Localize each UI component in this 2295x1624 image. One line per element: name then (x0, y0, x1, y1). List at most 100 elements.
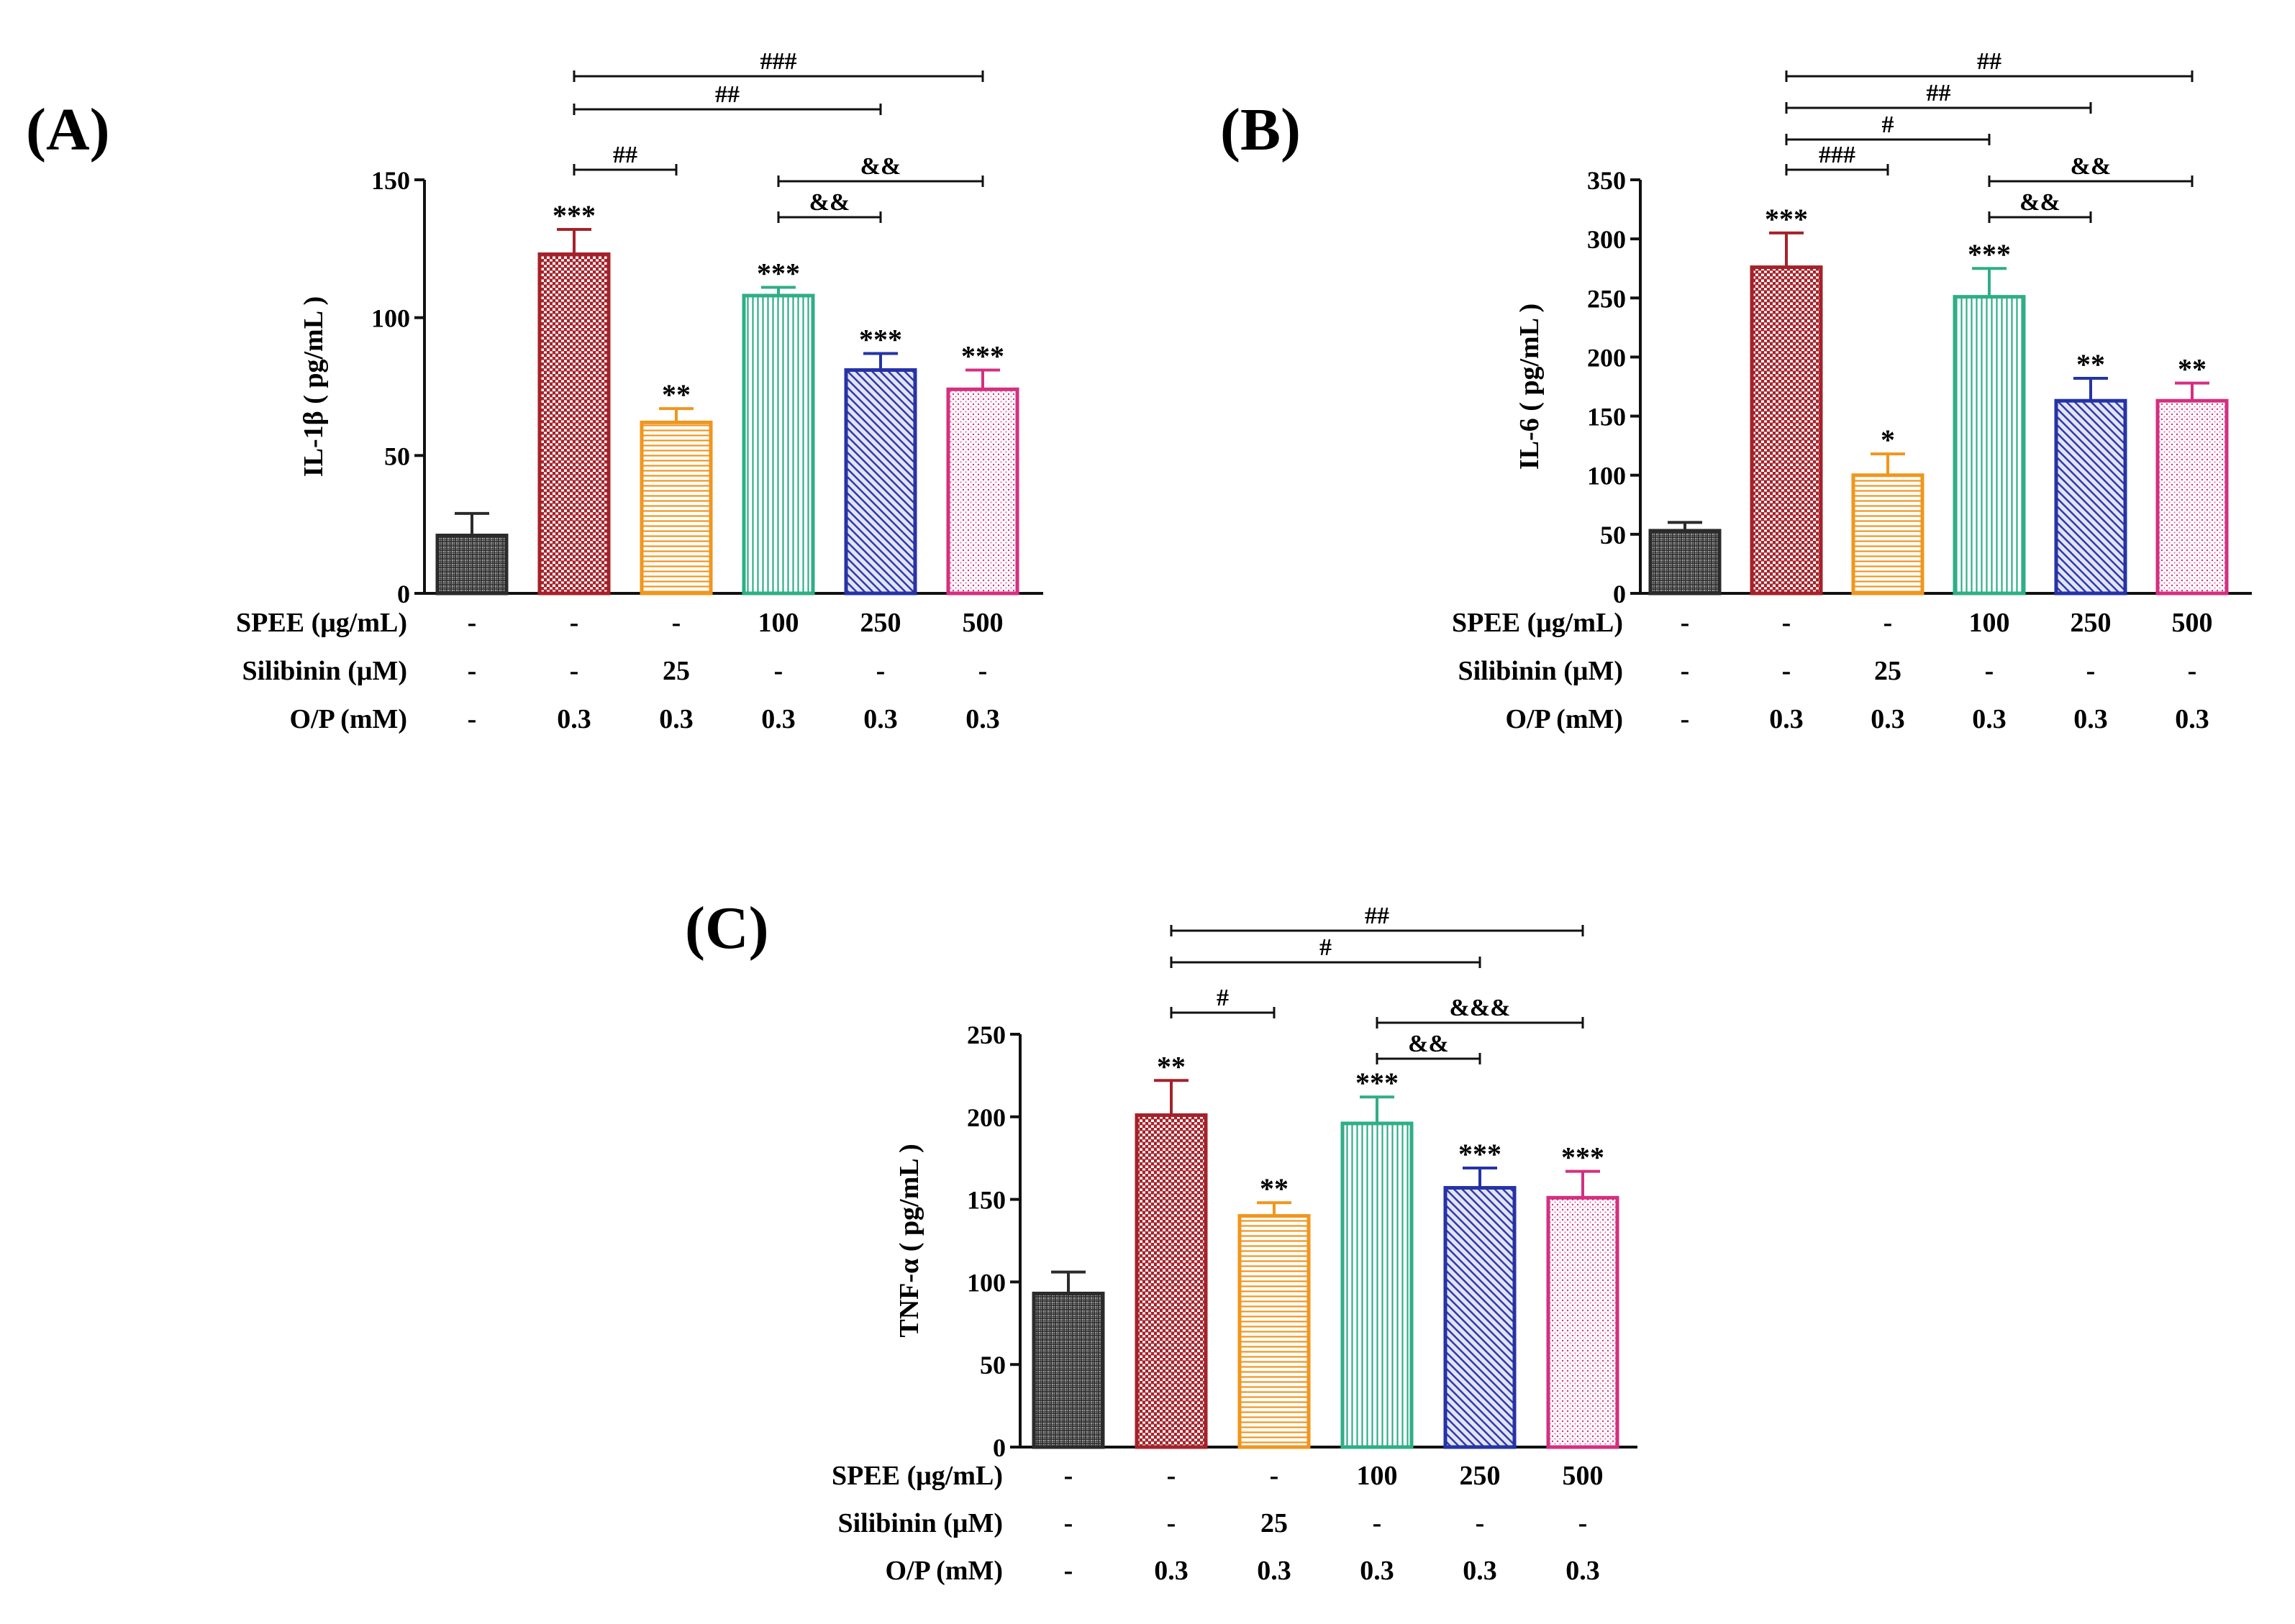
condition-value: 0.3 (1463, 1556, 1497, 1586)
comparison-label: # (1217, 985, 1229, 1011)
significance-label: *** (757, 257, 800, 290)
condition-value: - (1681, 656, 1690, 686)
condition-value: 0.3 (1769, 704, 1804, 734)
condition-value: - (1681, 608, 1690, 638)
condition-value: 500 (963, 608, 1004, 638)
condition-value: - (1064, 1556, 1073, 1586)
condition-value: - (1782, 656, 1791, 686)
y-tick-label: 50 (1600, 521, 1626, 549)
condition-value: 0.3 (557, 704, 591, 734)
condition-value: 0.3 (659, 704, 694, 734)
condition-value: 0.3 (1154, 1556, 1189, 1586)
significance-label: * (1881, 424, 1895, 456)
y-tick-label: 50 (384, 442, 410, 470)
bar (1443, 1186, 1517, 1449)
comparison-label: # (1319, 934, 1332, 961)
condition-value: - (1985, 656, 1994, 686)
significance-label: *** (553, 199, 596, 232)
comparison-label: ### (760, 48, 797, 75)
panel-label: (B) (1220, 96, 1301, 163)
condition-value: 0.3 (2073, 704, 2108, 734)
y-tick-label: 0 (993, 1433, 1006, 1462)
condition-value: 0.3 (1972, 704, 2007, 734)
significance-label: ** (2178, 353, 2207, 386)
significance-label: *** (1561, 1141, 1604, 1174)
condition-value: 0.3 (1565, 1556, 1600, 1586)
condition-row-label: O/P (mM) (1505, 704, 1623, 734)
significance-label: *** (1968, 238, 2011, 270)
bar (435, 534, 509, 596)
bar (1851, 473, 1924, 596)
condition-row-label: SPEE (μg/mL) (236, 608, 407, 638)
y-tick-label: 150 (967, 1186, 1006, 1215)
y-tick-label: 300 (1587, 225, 1626, 254)
condition-value: 25 (663, 656, 690, 686)
y-tick-label: 100 (1587, 462, 1626, 491)
comparison-label: && (2071, 153, 2112, 180)
condition-value: - (1270, 1461, 1279, 1491)
comparison-label: ### (1819, 142, 1855, 168)
y-tick-label: 350 (1587, 166, 1626, 195)
comparison-label: && (2019, 189, 2060, 216)
bar (1546, 1195, 1619, 1449)
condition-value: - (570, 656, 579, 686)
condition-value: - (1167, 1508, 1176, 1538)
condition-value: - (1373, 1508, 1382, 1538)
comparison-label: # (1882, 111, 1894, 138)
condition-row-label: O/P (mM) (885, 1556, 1003, 1586)
condition-value: 0.3 (2175, 704, 2209, 734)
bar (1340, 1121, 1414, 1449)
y-tick-label: 50 (980, 1351, 1006, 1379)
condition-value: 100 (758, 608, 799, 638)
condition-value: 500 (2172, 608, 2213, 638)
comparison-label: ## (1977, 48, 2001, 75)
y-tick-label: 100 (967, 1268, 1006, 1297)
condition-value: - (876, 656, 886, 686)
bar (1750, 265, 1823, 596)
comparison-label: &&& (1450, 995, 1511, 1021)
significance-label: ** (1260, 1172, 1289, 1205)
condition-value: - (978, 656, 988, 686)
y-tick-label: 250 (1587, 284, 1626, 313)
condition-row-label: Silibinin (μM) (837, 1508, 1003, 1538)
y-axis-title: IL-1β ( pg/mL ) (299, 296, 329, 477)
condition-value: - (2188, 656, 2197, 686)
comparison-label: ## (715, 81, 740, 108)
significance-label: ** (662, 378, 691, 411)
condition-value: 100 (1969, 608, 2010, 638)
condition-row-label: SPEE (μg/mL) (832, 1461, 1003, 1491)
condition-value: - (1681, 704, 1690, 734)
bar (844, 368, 917, 596)
condition-value: - (1167, 1461, 1176, 1491)
condition-value: - (1782, 608, 1791, 638)
condition-value: - (468, 704, 477, 734)
condition-value: 0.3 (1871, 704, 1905, 734)
comparison-label: ## (1927, 80, 1951, 106)
bar (2054, 398, 2127, 596)
condition-value: 0.3 (761, 704, 796, 734)
significance-label: ** (2076, 348, 2105, 380)
condition-value: 500 (1563, 1461, 1604, 1491)
condition-value: - (1578, 1508, 1588, 1538)
condition-value: - (672, 608, 681, 638)
condition-value: 25 (1260, 1508, 1288, 1538)
significance-label: *** (1458, 1138, 1501, 1170)
y-axis-title: TNF-α ( pg/mL ) (894, 1144, 924, 1337)
significance-label: ** (1157, 1050, 1186, 1082)
condition-row-label: SPEE (μg/mL) (1452, 608, 1623, 638)
y-tick-label: 200 (1587, 343, 1626, 372)
bar (2155, 398, 2229, 596)
condition-value: - (1064, 1508, 1073, 1538)
y-tick-label: 0 (1613, 580, 1626, 608)
y-tick-label: 150 (1587, 403, 1626, 432)
condition-value: - (1476, 1508, 1485, 1538)
comparison-label: ## (613, 142, 637, 168)
condition-value: 0.3 (965, 704, 1000, 734)
condition-row-label: Silibinin (μM) (1458, 656, 1623, 686)
condition-value: 0.3 (1257, 1556, 1291, 1586)
condition-value: 0.3 (863, 704, 898, 734)
